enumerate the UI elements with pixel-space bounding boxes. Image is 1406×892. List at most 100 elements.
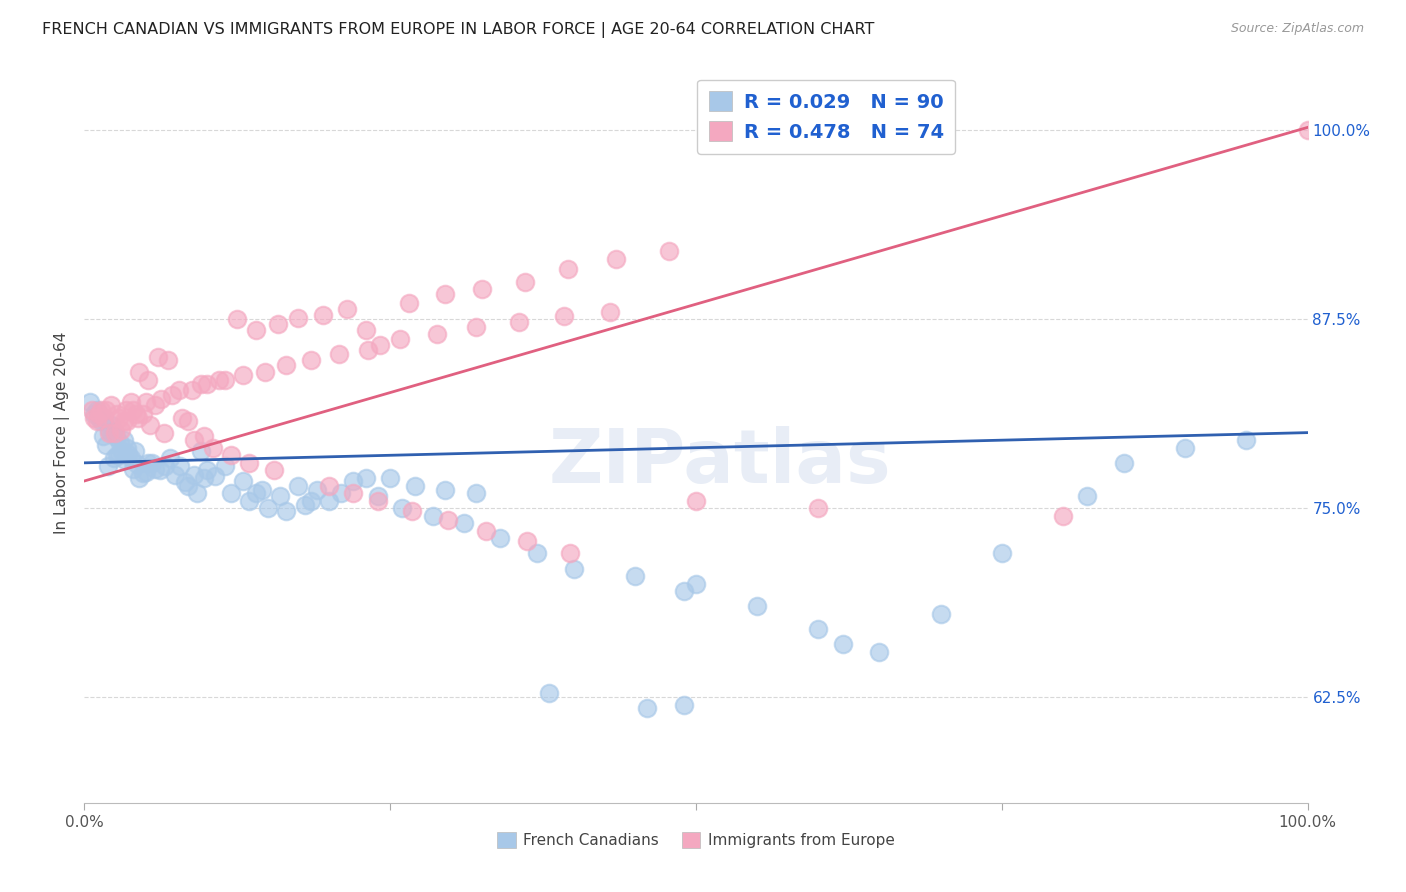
Point (636, 700, 658, 714)
Point (471, 282, 494, 296)
Point (1174, 441, 1197, 455)
Point (195, 377, 218, 392)
Point (336, 301, 359, 316)
Point (195, 463, 218, 477)
Point (1114, 456, 1136, 470)
Point (162, 388, 184, 402)
Point (128, 471, 150, 485)
Point (90, 413, 112, 427)
Point (103, 451, 125, 466)
Point (254, 365, 277, 379)
Point (122, 462, 145, 476)
Point (474, 524, 496, 538)
Point (342, 486, 364, 500)
Point (269, 489, 291, 503)
Point (538, 685, 561, 699)
Point (86, 403, 108, 417)
Point (287, 478, 309, 492)
Point (153, 425, 176, 440)
Point (434, 286, 457, 301)
Point (97, 425, 120, 440)
Point (489, 532, 512, 546)
Point (232, 474, 254, 488)
Point (120, 451, 142, 466)
Point (87, 410, 110, 425)
Point (104, 425, 127, 440)
Point (299, 493, 322, 508)
Point (110, 423, 132, 437)
Point (807, 622, 830, 636)
Point (173, 475, 195, 490)
Point (135, 465, 157, 479)
Point (685, 576, 707, 591)
Point (276, 358, 298, 372)
Point (127, 410, 149, 425)
Point (181, 384, 204, 398)
Point (464, 486, 486, 500)
Point (83, 408, 105, 422)
Point (107, 410, 129, 425)
Point (122, 403, 145, 417)
Legend: French Canadians, Immigrants from Europe: French Canadians, Immigrants from Europe (491, 826, 901, 855)
Point (112, 433, 135, 447)
Point (391, 501, 413, 516)
Point (79, 395, 101, 409)
Point (380, 471, 402, 485)
Point (250, 483, 273, 497)
Point (624, 569, 647, 583)
Point (685, 493, 707, 508)
Point (214, 373, 236, 387)
Point (83, 410, 105, 425)
Point (193, 428, 215, 442)
Point (831, 637, 853, 651)
Point (150, 392, 173, 407)
Point (105, 430, 128, 444)
Y-axis label: In Labor Force | Age 20-64: In Labor Force | Age 20-64 (55, 332, 70, 533)
Point (605, 252, 627, 266)
Point (266, 317, 288, 331)
Point (257, 501, 280, 516)
Point (426, 327, 449, 342)
Point (190, 377, 212, 392)
Point (149, 463, 172, 477)
Point (672, 584, 695, 599)
Point (328, 347, 350, 361)
Point (128, 365, 150, 379)
Point (139, 418, 162, 433)
Point (183, 433, 205, 447)
Point (93, 410, 115, 425)
Point (111, 443, 134, 458)
Point (276, 504, 298, 518)
Point (132, 467, 155, 481)
Point (434, 483, 457, 497)
Point (141, 456, 163, 470)
Point (97, 458, 120, 473)
Point (557, 262, 579, 277)
Point (991, 547, 1014, 561)
Point (807, 501, 830, 516)
Point (100, 399, 122, 413)
Text: FRENCH CANADIAN VS IMMIGRANTS FROM EUROPE IN LABOR FORCE | AGE 20-64 CORRELATION: FRENCH CANADIAN VS IMMIGRANTS FROM EUROP… (42, 22, 875, 38)
Point (929, 607, 952, 621)
Point (90, 403, 112, 417)
Point (513, 275, 536, 289)
Point (104, 425, 127, 440)
Point (245, 486, 267, 500)
Point (658, 244, 681, 259)
Point (163, 467, 186, 482)
Point (453, 516, 475, 531)
Point (107, 448, 129, 462)
Point (436, 513, 458, 527)
Point (183, 467, 205, 482)
Point (143, 462, 166, 476)
Point (219, 486, 242, 500)
Point (100, 418, 122, 433)
Point (464, 319, 486, 334)
Point (115, 403, 138, 417)
Point (287, 310, 309, 325)
Point (422, 508, 444, 523)
Point (146, 350, 169, 364)
Point (80, 403, 103, 417)
Point (526, 547, 548, 561)
Point (169, 458, 191, 473)
